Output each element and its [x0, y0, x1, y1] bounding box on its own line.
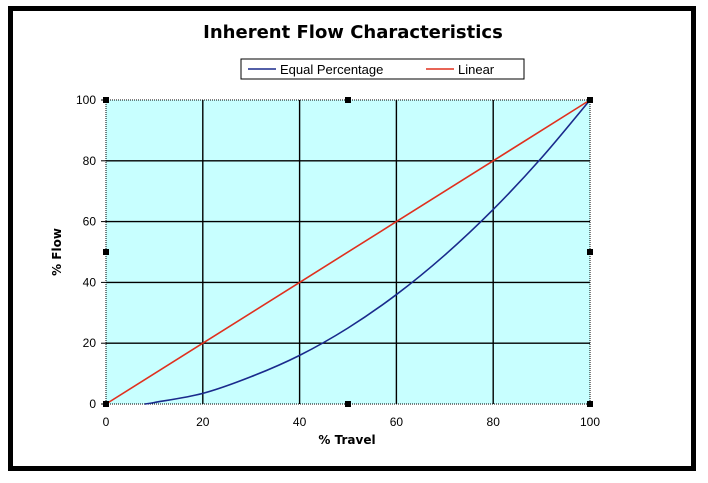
selection-handle[interactable]	[103, 249, 109, 255]
selection-handle[interactable]	[345, 401, 351, 407]
selection-handle[interactable]	[345, 97, 351, 103]
y-tick-label: 20	[83, 336, 97, 350]
legend-box	[240, 58, 525, 80]
series-line-linear	[105, 99, 591, 405]
legend: Equal Percentage Linear	[240, 58, 525, 80]
selection-handle[interactable]	[587, 401, 593, 407]
series-line-equal-percentage	[144, 99, 591, 405]
x-tick-label: 80	[487, 415, 501, 429]
selection-handle[interactable]	[587, 97, 593, 103]
y-tick-label: 40	[83, 275, 97, 289]
selection-handle[interactable]	[587, 249, 593, 255]
x-tick-label: 60	[390, 415, 404, 429]
series-layer	[105, 99, 591, 405]
y-tick-label: 0	[89, 397, 96, 411]
legend-label-linear: Linear	[458, 62, 495, 77]
x-tick-label: 20	[196, 415, 210, 429]
legend-label-equal-percentage: Equal Percentage	[280, 62, 383, 77]
chart-title: Inherent Flow Characteristics	[203, 22, 503, 43]
tick-labels: 0 20 40 60 80 100 0 20 40 60 80 100	[76, 93, 600, 429]
selection-handle[interactable]	[103, 97, 109, 103]
y-axis-label: % Flow	[50, 228, 64, 276]
y-tick-label: 100	[76, 93, 96, 107]
y-tick-label: 80	[83, 154, 97, 168]
x-axis-label: % Travel	[318, 433, 375, 447]
x-tick-label: 100	[580, 415, 600, 429]
selection-handle[interactable]	[103, 401, 109, 407]
selection-handles	[103, 97, 593, 407]
x-tick-label: 0	[103, 415, 110, 429]
y-tick-label: 60	[83, 215, 97, 229]
x-tick-label: 40	[293, 415, 307, 429]
